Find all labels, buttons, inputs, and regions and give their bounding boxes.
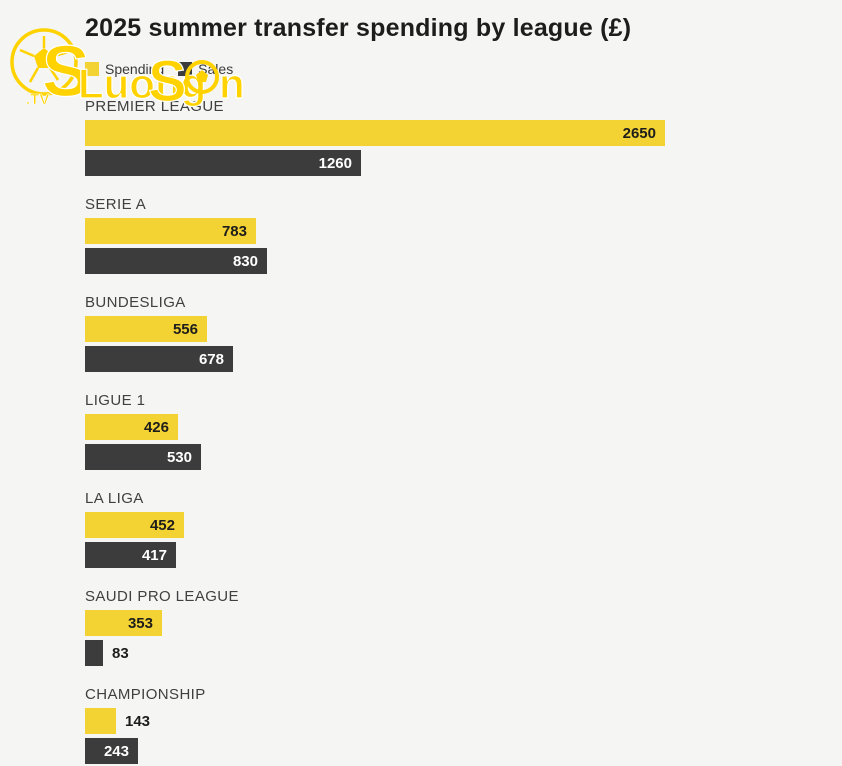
value-label: 143 [125,712,151,730]
category-label: SAUDI PRO LEAGUE [85,588,239,605]
bar-chart: PREMIER LEAGUE 2650 1260 SERIE A 783 830 BUNDE… [85,97,805,766]
spending-bar-row: 353 [85,610,805,636]
value-label: 678 [198,350,224,368]
spending-bar: 783 [85,218,256,244]
chart-title: 2025 summer transfer spending by league … [85,14,632,42]
spending-bar [85,708,116,734]
sales-bar [85,640,103,666]
value-label: 353 [127,614,153,632]
sales-bar: 1260 [85,150,361,176]
category-label: SERIE A [85,196,147,213]
sales-bar-row: 243 [85,738,805,764]
legend-label-sales: Sales [198,61,234,77]
value-label: 783 [221,222,247,240]
sales-bar-row: 678 [85,346,805,372]
category-label: LIGUE 1 [85,392,146,409]
spending-bar-row: 426 [85,414,805,440]
spending-bar: 426 [85,414,178,440]
spending-bar-row: 783 [85,218,805,244]
category-label: BUNDESLIGA [85,294,186,311]
bar-group: LIGUE 1 426 530 [85,391,805,470]
svg-text:S: S [42,32,90,108]
sales-bar-row: 830 [85,248,805,274]
sales-bar: 243 [85,738,138,764]
value-label: 452 [149,516,175,534]
category-label: PREMIER LEAGUE [85,98,224,115]
spending-bar: 556 [85,316,207,342]
spending-bar: 452 [85,512,184,538]
value-label: 83 [112,644,129,662]
value-label: 530 [166,448,192,466]
value-label: 426 [143,418,169,436]
bar-group: PREMIER LEAGUE 2650 1260 [85,97,805,176]
spending-bar: 2650 [85,120,665,146]
value-label: 556 [172,320,198,338]
value-label: 243 [103,742,129,760]
legend-label-spending: Spending [105,61,165,77]
chart-legend: Spending Sales [85,61,233,77]
spending-bar-row: 452 [85,512,805,538]
value-label: 417 [141,546,167,564]
bar-group: LA LIGA 452 417 [85,489,805,568]
value-label: 830 [232,252,258,270]
spending-bar-row: 556 [85,316,805,342]
sales-bar-row: 530 [85,444,805,470]
legend-item-sales: Sales [178,61,233,77]
bar-group: CHAMPIONSHIP 143 243 [85,685,805,764]
sales-bar-row: 417 [85,542,805,568]
sales-bar: 830 [85,248,267,274]
sales-bar: 417 [85,542,176,568]
value-label: 1260 [318,154,352,172]
sales-bar: 530 [85,444,201,470]
spending-bar: 353 [85,610,162,636]
category-label: LA LIGA [85,490,144,507]
sales-bar-row: 83 [85,640,805,666]
sales-bar-row: 1260 [85,150,805,176]
spending-swatch-icon [85,62,99,76]
sales-bar: 678 [85,346,233,372]
value-label: 2650 [622,124,656,142]
sales-swatch-icon [178,62,193,76]
bar-group: BUNDESLIGA 556 678 [85,293,805,372]
svg-text:.TV: .TV [26,91,49,108]
bar-group: SERIE A 783 830 [85,195,805,274]
legend-item-spending: Spending [85,61,164,77]
spending-bar-row: 143 [85,708,805,734]
spending-bar-row: 2650 [85,120,805,146]
category-label: CHAMPIONSHIP [85,686,206,703]
bar-group: SAUDI PRO LEAGUE 353 83 [85,587,805,666]
